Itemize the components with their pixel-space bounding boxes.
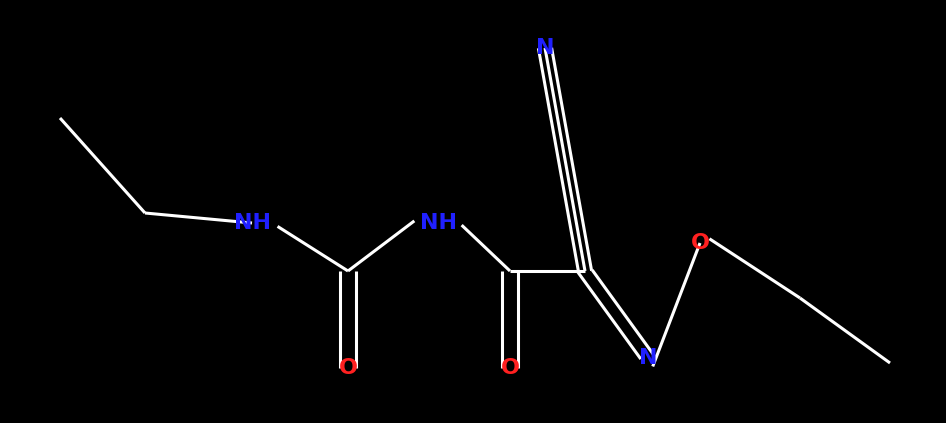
- Text: O: O: [691, 233, 710, 253]
- Text: N: N: [535, 38, 554, 58]
- Text: O: O: [339, 358, 358, 378]
- Text: O: O: [500, 358, 519, 378]
- Text: NH: NH: [234, 213, 271, 233]
- Text: N: N: [639, 348, 657, 368]
- Text: NH: NH: [419, 213, 457, 233]
